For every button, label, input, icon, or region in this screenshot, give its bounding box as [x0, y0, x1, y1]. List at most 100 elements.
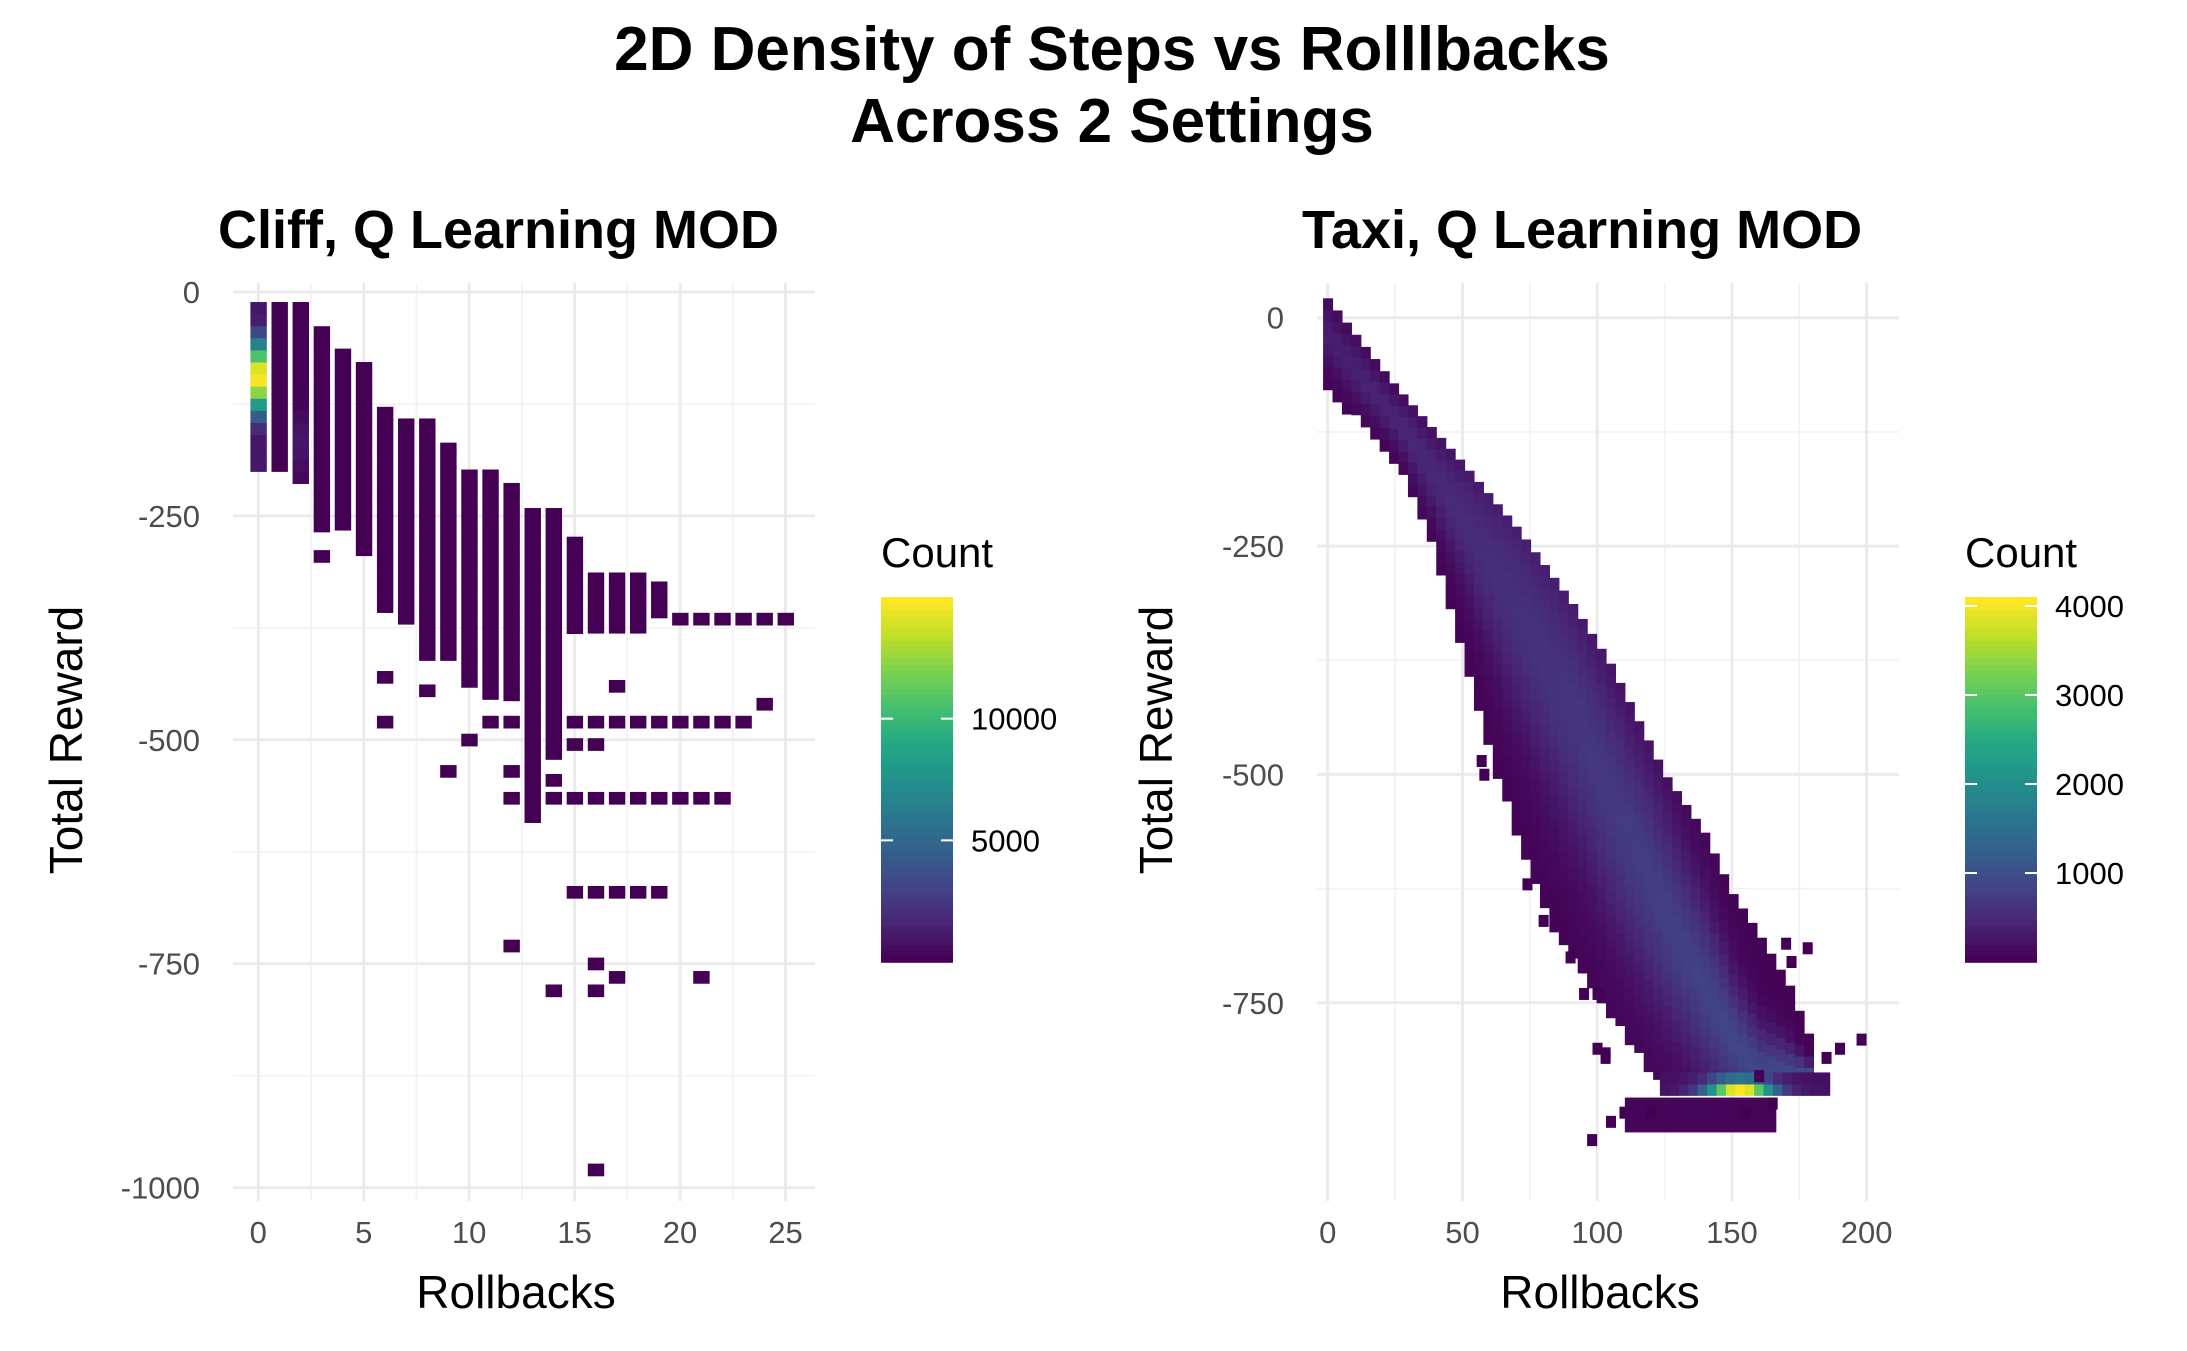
- taxi-heat-cell: [1341, 402, 1352, 415]
- taxi-heat-cell: [1671, 848, 1683, 861]
- cliff-heat-cell: [461, 469, 478, 483]
- taxi-heat-cell: [1549, 737, 1560, 750]
- taxi-heat-cell: [1351, 380, 1362, 393]
- taxi-heat-cell: [1690, 944, 1701, 957]
- taxi-heat-cell: [1407, 485, 1418, 498]
- taxi-heat-cell: [1671, 1065, 1683, 1078]
- taxi-heat-cell: [1624, 873, 1635, 886]
- cliff-heat-cell: [398, 575, 415, 589]
- cliff-heat-cell: [313, 435, 331, 448]
- taxi-heat-cell: [1700, 832, 1711, 845]
- taxi-heat-cell: [1662, 880, 1673, 893]
- taxi-heat-cell: [1615, 1013, 1626, 1026]
- taxi-heat-cell: [1587, 736, 1598, 749]
- taxi-heat-cell: [1521, 836, 1532, 849]
- taxi-heat-cell: [1756, 1029, 1767, 1042]
- taxi-heat-cell: [1605, 720, 1617, 733]
- taxi-heat-cell: [1568, 683, 1579, 696]
- taxi-colorbar-step: [1965, 749, 2037, 756]
- cliff-heat-cell: [482, 662, 499, 676]
- cliff-heat-cell: [398, 454, 415, 468]
- taxi-heat-cell: [1615, 865, 1626, 878]
- taxi-heat-cell: [1360, 392, 1371, 405]
- taxi-heat-cell: [1445, 585, 1456, 598]
- cliff-heat-cell: [693, 715, 710, 729]
- taxi-heat-cell: [1511, 640, 1522, 653]
- taxi-heat-cell: [1577, 744, 1588, 757]
- taxi-heat-cell: [1643, 945, 1654, 958]
- taxi-heat-cell: [1728, 951, 1739, 964]
- cliff-heat-cell: [250, 338, 267, 351]
- taxi-heat-cell: [1558, 704, 1569, 717]
- cliff-heat-cell: [461, 505, 478, 519]
- taxi-heat-cell: [1681, 987, 1692, 1000]
- cliff-heat-cell: [355, 422, 373, 436]
- taxi-legend-tick-label: 1000: [2055, 856, 2124, 891]
- taxi-heat-cell: [1619, 1106, 1630, 1119]
- cliff-heat-cell: [271, 326, 288, 339]
- cliff-heat-cell: [271, 386, 288, 400]
- taxi-heat-cell: [1671, 1030, 1683, 1043]
- cliff-heat-cell: [587, 885, 605, 899]
- taxi-heat-cell: [1389, 383, 1400, 396]
- taxi-heat-cell: [1671, 1042, 1683, 1055]
- taxi-heat-cell: [1492, 538, 1503, 551]
- taxi-heat-cell: [1719, 1120, 1730, 1133]
- taxi-heat-cell: [1511, 652, 1522, 665]
- taxi-heat-cell: [1615, 694, 1626, 707]
- cliff-colorbar-step: [881, 931, 953, 939]
- taxi-heat-cell: [1785, 1065, 1796, 1078]
- taxi-heat-cell: [1549, 726, 1560, 739]
- taxi-heat-cell: [1605, 983, 1617, 996]
- taxi-heat-cell: [1671, 871, 1683, 884]
- taxi-heat-cell: [1738, 919, 1749, 932]
- cliff-heat-cell: [419, 491, 436, 504]
- taxi-colorbar-step: [1965, 615, 2037, 623]
- taxi-heat-cell: [1558, 841, 1569, 854]
- taxi-heat-cell: [1511, 755, 1522, 768]
- taxi-heat-cell: [1530, 723, 1541, 736]
- taxi-heat-cell: [1754, 1083, 1765, 1096]
- taxi-heat-cell: [1728, 905, 1739, 918]
- taxi-heat-cell: [1659, 1083, 1670, 1096]
- taxi-heat-cell: [1767, 1097, 1778, 1110]
- taxi-heat-cell: [1587, 770, 1598, 783]
- taxi-heat-cell: [1549, 851, 1560, 864]
- taxi-heat-cell: [1643, 763, 1654, 776]
- taxi-heat-cell: [1521, 585, 1532, 598]
- cliff-heat-cell: [334, 396, 352, 410]
- taxi-heat-cell: [1659, 1072, 1670, 1085]
- taxi-heat-cell: [1634, 892, 1645, 905]
- taxi-heat-cell: [1436, 563, 1447, 576]
- taxi-colorbar-step: [1965, 651, 2037, 659]
- taxi-colorbar-step: [1965, 955, 2037, 963]
- taxi-heat-cell: [1558, 681, 1569, 694]
- cliff-heat-cell: [672, 612, 689, 626]
- cliff-heat-cell: [313, 495, 331, 509]
- taxi-heat-cell: [1690, 853, 1701, 866]
- taxi-heat-cell: [1577, 721, 1588, 734]
- cliff-heat-cell: [461, 590, 478, 604]
- taxi-heat-cell: [1775, 1015, 1786, 1028]
- taxi-heat-cell: [1681, 1010, 1692, 1023]
- taxi-heat-cell: [1341, 322, 1352, 335]
- taxi-heat-cell: [1492, 607, 1503, 620]
- taxi-heat-cell: [1700, 1026, 1711, 1039]
- taxi-heat-cell: [1370, 404, 1381, 417]
- taxi-heat-cell: [1539, 884, 1550, 897]
- taxi-heat-cell: [1671, 813, 1683, 826]
- cliff-heat-cell: [419, 684, 436, 698]
- taxi-heat-cell: [1530, 746, 1541, 759]
- taxi-heat-cell: [1417, 461, 1428, 474]
- cliff-heat-cell: [503, 791, 520, 805]
- taxi-heat-cell: [1653, 885, 1664, 898]
- taxi-heat-cell: [1747, 957, 1758, 970]
- taxi-heat-cell: [1464, 562, 1475, 575]
- cliff-heat-cell: [440, 478, 457, 492]
- taxi-heat-cell: [1389, 394, 1400, 407]
- taxi-heat-cell: [1558, 807, 1569, 820]
- cliff-colorbar-step: [881, 736, 953, 744]
- taxi-heat-cell: [1530, 632, 1541, 645]
- taxi-heat-cell: [1483, 652, 1494, 665]
- taxi-heat-cell: [1653, 805, 1664, 818]
